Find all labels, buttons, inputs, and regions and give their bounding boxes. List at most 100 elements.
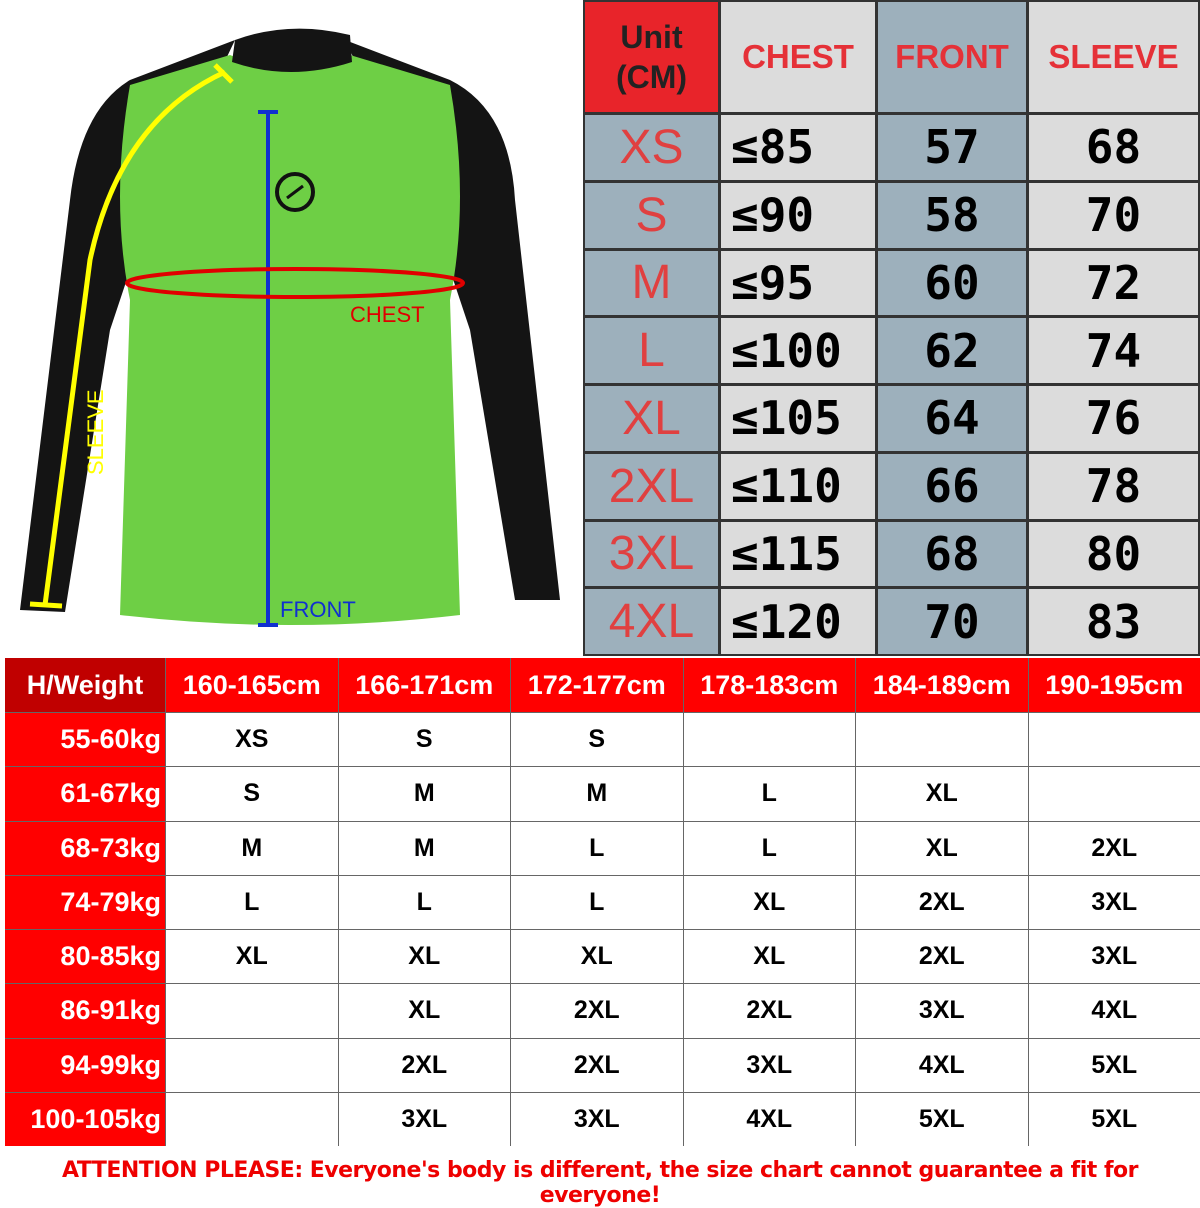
weight-label: 80-85kg <box>5 930 165 983</box>
chest-value: ≤115 <box>721 522 875 587</box>
size-cell: XL <box>339 930 511 983</box>
size-cell: XL <box>856 767 1028 820</box>
size-cell: 3XL <box>856 984 1028 1037</box>
size-cell <box>1029 767 1200 820</box>
size-cell: S <box>166 767 338 820</box>
sleeve-value: 78 <box>1029 454 1198 519</box>
front-value: 70 <box>878 589 1026 654</box>
chest-value: ≤100 <box>721 318 875 383</box>
height-header: 178-183cm <box>684 658 856 712</box>
chest-value: ≤105 <box>721 386 875 451</box>
size-cell: 2XL <box>684 984 856 1037</box>
size-cell <box>166 1093 338 1146</box>
chest-value: ≤90 <box>721 183 875 248</box>
size-cell: XL <box>339 984 511 1037</box>
sleeve-value: 68 <box>1029 115 1198 180</box>
weight-label: 100-105kg <box>5 1093 165 1146</box>
sleeve-value: 76 <box>1029 386 1198 451</box>
chest-value: ≤95 <box>721 251 875 316</box>
size-label: XS <box>585 115 718 180</box>
size-cell: M <box>339 767 511 820</box>
size-cell: XL <box>684 876 856 929</box>
height-header: 160-165cm <box>166 658 338 712</box>
size-label: 2XL <box>585 454 718 519</box>
size-cell <box>684 713 856 766</box>
size-cell: 2XL <box>1029 822 1200 875</box>
size-cell: 3XL <box>511 1093 683 1146</box>
size-cell: 4XL <box>856 1039 1028 1092</box>
size-cell: M <box>339 822 511 875</box>
size-cell: L <box>511 876 683 929</box>
size-cell: 2XL <box>856 876 1028 929</box>
size-cell: L <box>339 876 511 929</box>
size-label: L <box>585 318 718 383</box>
size-cell: 4XL <box>684 1093 856 1146</box>
height-header: 184-189cm <box>856 658 1028 712</box>
size-cell: L <box>511 822 683 875</box>
size-cell: M <box>166 822 338 875</box>
height-header: 190-195cm <box>1029 658 1200 712</box>
size-cell: L <box>684 822 856 875</box>
sleeve-value: 74 <box>1029 318 1198 383</box>
shirt-illustration: CHEST FRONT SLEEVE <box>0 0 580 655</box>
chest-value: ≤120 <box>721 589 875 654</box>
front-value: 57 <box>878 115 1026 180</box>
size-cell <box>166 984 338 1037</box>
size-cell: 2XL <box>511 984 683 1037</box>
size-cell: 3XL <box>684 1039 856 1092</box>
shirt-body <box>120 55 460 625</box>
size-cell: L <box>684 767 856 820</box>
size-cell: 2XL <box>856 930 1028 983</box>
height-header: 172-177cm <box>511 658 683 712</box>
weight-label: 94-99kg <box>5 1039 165 1092</box>
weight-label: 55-60kg <box>5 713 165 766</box>
column-header-sleeve: SLEEVE <box>1029 2 1198 112</box>
weight-label: 61-67kg <box>5 767 165 820</box>
sleeve-label: SLEEVE <box>83 389 108 475</box>
chest-label: CHEST <box>350 302 425 327</box>
size-cell: S <box>339 713 511 766</box>
unit-header-line: Unit <box>620 17 682 57</box>
sleeve-value: 80 <box>1029 522 1198 587</box>
size-cell: XL <box>856 822 1028 875</box>
chest-value: ≤85 <box>721 115 875 180</box>
size-label: XL <box>585 386 718 451</box>
size-cell <box>166 1039 338 1092</box>
size-cell: 3XL <box>339 1093 511 1146</box>
size-label: 3XL <box>585 522 718 587</box>
size-label: M <box>585 251 718 316</box>
size-cell: M <box>511 767 683 820</box>
size-cell: 4XL <box>1029 984 1200 1037</box>
size-cell: 2XL <box>339 1039 511 1092</box>
front-value: 62 <box>878 318 1026 383</box>
size-cell: XL <box>511 930 683 983</box>
size-cell: 3XL <box>1029 876 1200 929</box>
front-value: 58 <box>878 183 1026 248</box>
size-cell: 5XL <box>1029 1093 1200 1146</box>
size-cell <box>1029 713 1200 766</box>
size-cell: XL <box>166 930 338 983</box>
size-label: S <box>585 183 718 248</box>
size-cell <box>856 713 1028 766</box>
weight-label: 74-79kg <box>5 876 165 929</box>
size-label: 4XL <box>585 589 718 654</box>
front-value: 64 <box>878 386 1026 451</box>
weight-label: 68-73kg <box>5 822 165 875</box>
collar <box>232 29 352 72</box>
unit-header-line: (CM) <box>616 57 687 97</box>
size-cell: XS <box>166 713 338 766</box>
front-value: 60 <box>878 251 1026 316</box>
front-value: 66 <box>878 454 1026 519</box>
front-label: FRONT <box>280 597 356 622</box>
size-cell: 3XL <box>1029 930 1200 983</box>
size-cell: 5XL <box>856 1093 1028 1146</box>
sleeve-value: 72 <box>1029 251 1198 316</box>
corner-header: H/Weight <box>5 658 165 712</box>
sleeve-value: 70 <box>1029 183 1198 248</box>
unit-header: Unit(CM) <box>585 2 718 112</box>
size-cell: 5XL <box>1029 1039 1200 1092</box>
column-header-chest: CHEST <box>721 2 875 112</box>
size-cell: 2XL <box>511 1039 683 1092</box>
